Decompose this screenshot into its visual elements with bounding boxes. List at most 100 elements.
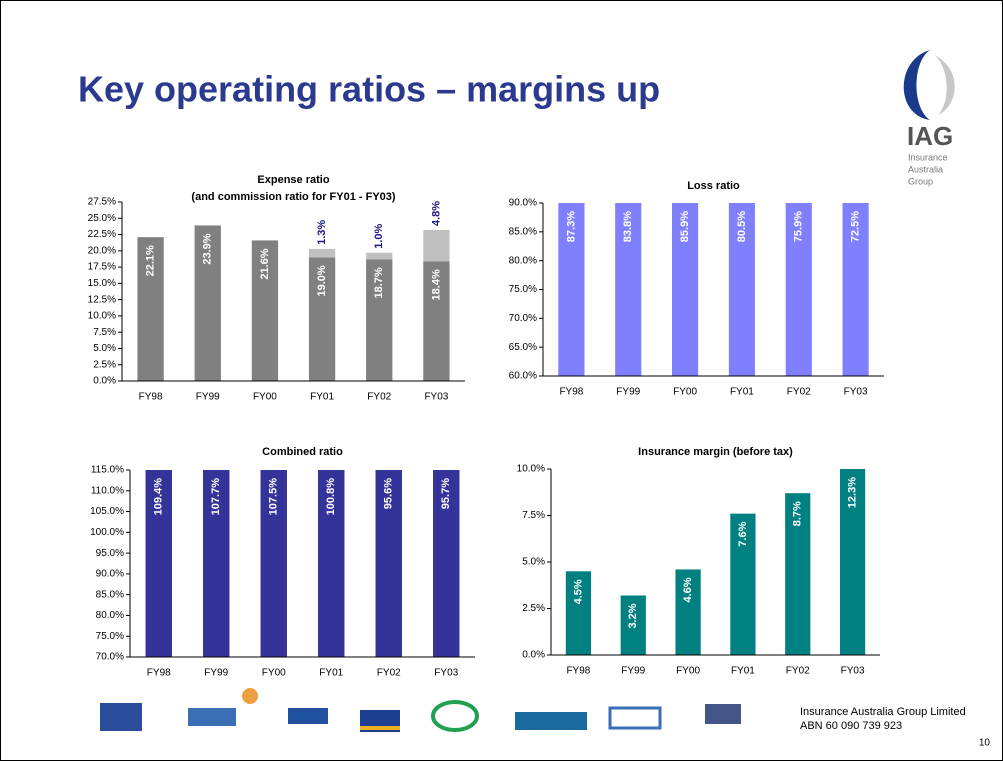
plot <box>565 469 866 655</box>
x-tick-label: FY01 <box>310 392 334 403</box>
brand-logo <box>100 703 142 731</box>
x-tick-label: FY02 <box>367 392 391 403</box>
value-label: 12.3% <box>846 477 858 508</box>
logo-name: IAG <box>907 121 953 151</box>
bar <box>194 225 221 381</box>
brand-logo <box>242 688 258 704</box>
y-tick-label: 0.0% <box>522 650 545 661</box>
y-tick-label: 80.0% <box>96 610 124 621</box>
y-tick-label: 60.0% <box>509 371 537 382</box>
bar <box>203 470 230 657</box>
x-tick-label: FY98 <box>139 392 163 403</box>
logo-line: Australia <box>908 164 943 174</box>
bar <box>423 261 450 381</box>
chart-subtitle: (and commission ratio for FY01 - FY03) <box>191 191 395 203</box>
value-label: 80.5% <box>736 211 748 242</box>
x-tick-label: FY03 <box>434 668 458 679</box>
bar <box>730 513 756 655</box>
value-label: 4.6% <box>682 577 694 602</box>
footer-company: Insurance Australia Group Limited <box>800 706 966 718</box>
x-tick-label: FY01 <box>730 387 754 398</box>
bar <box>145 470 172 657</box>
y-tick-label: 115.0% <box>91 465 124 476</box>
value-label: 95.6% <box>383 478 395 509</box>
brand-logos <box>100 688 741 732</box>
value-label: 83.8% <box>622 211 634 242</box>
bar <box>260 470 287 657</box>
y-tick-label: 10.0% <box>88 311 116 322</box>
y-tick-label: 5.0% <box>93 343 116 354</box>
bar <box>375 470 402 657</box>
bar <box>251 240 279 381</box>
bar <box>620 595 646 655</box>
brand-logo <box>608 706 662 730</box>
value-label: 18.4% <box>430 269 442 300</box>
plot <box>145 470 460 657</box>
logo-wing <box>934 55 955 115</box>
logo-line: Insurance <box>908 152 948 162</box>
y-tick-label: 75.0% <box>96 631 124 642</box>
x-tick-label: FY00 <box>676 666 700 677</box>
brand-logo <box>188 708 236 726</box>
chart-title: Expense ratio <box>257 174 329 186</box>
bar <box>672 203 699 376</box>
plot <box>558 203 869 376</box>
x-tick-label: FY00 <box>673 387 697 398</box>
y-tick-label: 22.5% <box>88 229 116 240</box>
brand-logo <box>360 726 400 730</box>
bar <box>675 569 701 655</box>
y-tick-label: 10.0% <box>517 464 545 475</box>
y-tick-label: 7.5% <box>93 327 116 338</box>
value-label: 107.5% <box>268 478 280 516</box>
y-tick-label: 70.0% <box>509 313 537 324</box>
bar <box>728 203 755 376</box>
bar <box>318 470 345 657</box>
bar <box>785 493 811 655</box>
y-tick-label: 25.0% <box>88 213 116 224</box>
bar <box>366 259 393 381</box>
brand-logo <box>431 700 479 732</box>
y-tick-label: 17.5% <box>88 262 116 273</box>
value-label: 4.8% <box>430 201 442 226</box>
bar <box>842 203 869 376</box>
bar <box>839 469 866 655</box>
x-tick-label: FY03 <box>844 387 868 398</box>
brand-logo <box>288 708 328 724</box>
y-tick-label: 5.0% <box>522 557 545 568</box>
bar <box>433 470 460 657</box>
bar <box>423 229 450 262</box>
value-label: 4.5% <box>572 579 584 604</box>
value-label: 95.7% <box>440 478 452 509</box>
bar <box>565 571 592 655</box>
value-label: 1.3% <box>316 220 328 245</box>
y-tick-label: 70.0% <box>96 652 124 663</box>
chart-title: Combined ratio <box>262 446 343 458</box>
x-tick-label: FY03 <box>841 666 865 677</box>
x-tick-label: FY02 <box>786 666 810 677</box>
y-tick-label: 90.0% <box>96 569 124 580</box>
y-tick-label: 85.0% <box>509 226 537 237</box>
value-label: 85.9% <box>679 211 691 242</box>
x-tick-label: FY02 <box>377 668 401 679</box>
y-tick-label: 90.0% <box>509 198 537 209</box>
value-label: 87.3% <box>565 211 577 242</box>
value-label: 100.8% <box>325 478 337 516</box>
x-tick-label: FY01 <box>731 666 755 677</box>
logo: IAG Insurance Australia Group <box>903 50 955 186</box>
x-tick-label: FY01 <box>319 668 343 679</box>
slide-title: Key operating ratios – margins up <box>78 69 660 110</box>
y-tick-label: 100.0% <box>90 527 124 538</box>
value-label: 19.0% <box>316 265 328 296</box>
value-label: 18.7% <box>373 267 385 298</box>
y-tick-label: 75.0% <box>509 284 537 295</box>
x-tick-label: FY03 <box>424 392 448 403</box>
y-tick-label: 110.0% <box>91 485 124 496</box>
y-tick-label: 85.0% <box>96 589 124 600</box>
x-tick-label: FY98 <box>147 668 171 679</box>
brand-logo <box>515 712 587 730</box>
x-tick-label: FY02 <box>787 387 811 398</box>
x-tick-label: FY99 <box>621 666 645 677</box>
y-tick-label: 0.0% <box>93 376 116 387</box>
x-tick-label: FY99 <box>204 668 228 679</box>
